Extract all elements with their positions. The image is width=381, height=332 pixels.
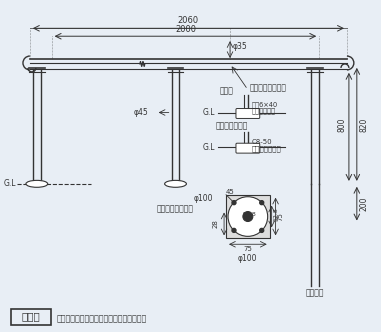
Text: 75: 75 bbox=[243, 246, 252, 252]
FancyBboxPatch shape bbox=[11, 309, 51, 324]
Text: 75: 75 bbox=[278, 212, 283, 221]
Ellipse shape bbox=[165, 180, 186, 187]
Text: G.L: G.L bbox=[203, 108, 215, 117]
Circle shape bbox=[260, 228, 264, 232]
Text: G.L: G.L bbox=[203, 143, 215, 152]
Text: 52.8: 52.8 bbox=[274, 208, 279, 221]
Circle shape bbox=[260, 201, 264, 205]
Text: G.L: G.L bbox=[3, 179, 16, 188]
Circle shape bbox=[232, 201, 236, 205]
Text: 200: 200 bbox=[360, 197, 369, 211]
Circle shape bbox=[232, 228, 236, 232]
FancyBboxPatch shape bbox=[236, 109, 260, 119]
Text: φ45: φ45 bbox=[134, 108, 149, 117]
Text: 木質用: 木質用 bbox=[220, 86, 234, 95]
Text: 2000: 2000 bbox=[175, 25, 196, 34]
Circle shape bbox=[243, 211, 253, 221]
FancyBboxPatch shape bbox=[236, 143, 260, 153]
Text: コンクリート用: コンクリート用 bbox=[215, 121, 248, 130]
Text: 28: 28 bbox=[212, 219, 218, 228]
Text: 適正な位置に付属ネジで固定して下さい。: 適正な位置に付属ネジで固定して下さい。 bbox=[57, 314, 147, 323]
Text: 組立式: 組立式 bbox=[21, 312, 40, 322]
Text: 52.8: 52.8 bbox=[243, 212, 257, 217]
Text: 800: 800 bbox=[338, 117, 347, 132]
Text: 820: 820 bbox=[360, 117, 369, 131]
Text: 2060: 2060 bbox=[178, 16, 199, 25]
Text: C8-50: C8-50 bbox=[252, 139, 272, 145]
Text: オールアンカー: オールアンカー bbox=[252, 146, 282, 152]
Text: ベースプレート式: ベースプレート式 bbox=[157, 205, 194, 213]
Text: 45: 45 bbox=[226, 189, 234, 195]
Text: 埋込み式: 埋込み式 bbox=[306, 289, 325, 298]
Bar bbox=[226, 195, 270, 238]
Text: 六角穴付きボルト: 六角穴付きボルト bbox=[250, 83, 287, 92]
Text: φ35: φ35 bbox=[233, 42, 248, 50]
Text: φ100: φ100 bbox=[238, 254, 258, 263]
Text: φ100: φ100 bbox=[194, 194, 213, 203]
Text: ナベ6×40: ナベ6×40 bbox=[252, 101, 278, 108]
Circle shape bbox=[228, 197, 268, 236]
Text: タッピンネジ: タッピンネジ bbox=[252, 107, 276, 114]
Ellipse shape bbox=[26, 180, 48, 187]
